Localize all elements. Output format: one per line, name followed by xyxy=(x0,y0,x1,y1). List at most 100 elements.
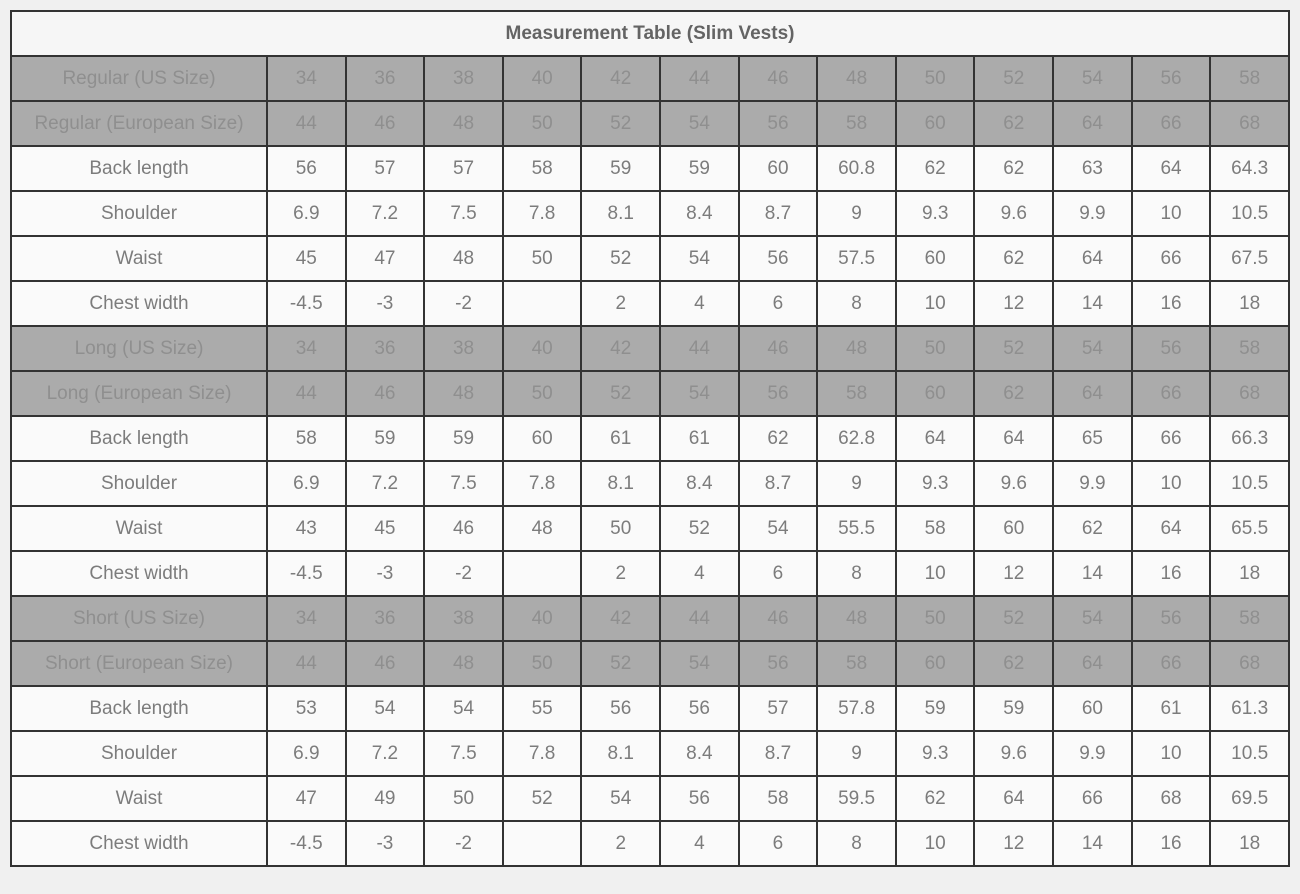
size-header-row: Long (European Size) 44 46 48 50 52 54 56 58 60 62… xyxy=(10,370,1290,417)
value-cell: 6.9 xyxy=(266,460,347,507)
size-cell: 40 xyxy=(501,595,583,642)
measurement-row: Chest width -4.5 -3 -2 2 4 6 8 10 12 14 16 18 xyxy=(10,550,1290,597)
row-label: Chest width xyxy=(10,280,268,327)
value-cell: 6 xyxy=(737,280,819,327)
size-cell: 56 xyxy=(1130,325,1212,372)
size-cell: 58 xyxy=(816,640,897,687)
value-cell: 10.5 xyxy=(1209,730,1290,777)
value-cell: 64 xyxy=(973,775,1055,822)
value-cell: 9.6 xyxy=(973,460,1055,507)
size-cell: 48 xyxy=(816,325,897,372)
value-cell: 52 xyxy=(501,775,583,822)
row-label: Waist xyxy=(10,505,268,552)
row-label: Chest width xyxy=(10,550,268,597)
value-cell: 16 xyxy=(1130,280,1212,327)
size-cell: 38 xyxy=(423,55,504,102)
size-cell: 38 xyxy=(423,325,504,372)
size-cell: 54 xyxy=(1052,325,1133,372)
value-cell: 66.3 xyxy=(1209,415,1290,462)
measurement-table: Measurement Table (Slim Vests) Regular (… xyxy=(10,10,1290,867)
value-cell: 7.2 xyxy=(344,190,426,237)
value-cell xyxy=(501,280,583,327)
value-cell: 64.3 xyxy=(1209,145,1290,192)
value-cell: 59 xyxy=(973,685,1055,732)
value-cell: 60 xyxy=(1052,685,1133,732)
value-cell: 54 xyxy=(659,235,740,282)
row-label: Shoulder xyxy=(10,190,268,237)
size-cell: 52 xyxy=(973,595,1055,642)
row-label: Short (US Size) xyxy=(10,595,268,642)
value-cell: 16 xyxy=(1130,820,1212,867)
value-cell: 9.3 xyxy=(894,730,976,777)
value-cell: 61.3 xyxy=(1209,685,1290,732)
value-cell: 58 xyxy=(894,505,976,552)
size-cell: 36 xyxy=(344,325,426,372)
row-label: Back length xyxy=(10,685,268,732)
value-cell: 64 xyxy=(1052,235,1133,282)
value-cell: -3 xyxy=(344,820,426,867)
size-cell: 58 xyxy=(816,370,897,417)
value-cell: 10 xyxy=(894,280,976,327)
size-header-row: Long (US Size) 34 36 38 40 42 44 46 48 50 52 54 56 58 xyxy=(10,325,1290,372)
row-label: Long (US Size) xyxy=(10,325,268,372)
row-label: Back length xyxy=(10,145,268,192)
value-cell: 62.8 xyxy=(816,415,897,462)
value-cell: 9.6 xyxy=(973,190,1055,237)
size-cell: 54 xyxy=(1052,55,1133,102)
value-cell: 57 xyxy=(737,685,819,732)
value-cell: 8.4 xyxy=(659,460,740,507)
measurement-row: Chest width -4.5 -3 -2 2 4 6 8 10 12 14 16 18 xyxy=(10,820,1290,867)
value-cell: 12 xyxy=(973,820,1055,867)
row-label: Short (European Size) xyxy=(10,640,268,687)
measurement-row: Shoulder 6.9 7.2 7.5 7.8 8.1 8.4 8.7 9 9.3 9.6 9.9 1… xyxy=(10,460,1290,507)
value-cell: -2 xyxy=(423,550,504,597)
value-cell: 10 xyxy=(894,550,976,597)
value-cell: 60 xyxy=(973,505,1055,552)
value-cell: 66 xyxy=(1052,775,1133,822)
size-cell: 62 xyxy=(973,370,1055,417)
value-cell: 56 xyxy=(266,145,347,192)
size-cell: 44 xyxy=(659,595,740,642)
value-cell xyxy=(501,550,583,597)
row-label: Waist xyxy=(10,775,268,822)
measurement-row: Shoulder 6.9 7.2 7.5 7.8 8.1 8.4 8.7 9 9.3 9.6 9.9 1… xyxy=(10,190,1290,237)
size-cell: 50 xyxy=(894,595,976,642)
value-cell: 60 xyxy=(894,235,976,282)
size-cell: 52 xyxy=(973,55,1055,102)
value-cell: 9 xyxy=(816,190,897,237)
size-cell: 50 xyxy=(501,640,583,687)
value-cell: 50 xyxy=(501,235,583,282)
value-cell: 55 xyxy=(501,685,583,732)
value-cell: 46 xyxy=(423,505,504,552)
size-cell: 56 xyxy=(737,640,819,687)
value-cell: 69.5 xyxy=(1209,775,1290,822)
value-cell: 10 xyxy=(1130,730,1212,777)
value-cell: 50 xyxy=(580,505,662,552)
size-cell: 58 xyxy=(1209,595,1290,642)
value-cell: 7.8 xyxy=(501,190,583,237)
value-cell: 43 xyxy=(266,505,347,552)
value-cell: 2 xyxy=(580,280,662,327)
value-cell: 65.5 xyxy=(1209,505,1290,552)
value-cell: 60 xyxy=(501,415,583,462)
value-cell: 10.5 xyxy=(1209,460,1290,507)
value-cell: 6.9 xyxy=(266,190,347,237)
value-cell: 10 xyxy=(1130,190,1212,237)
value-cell: 54 xyxy=(737,505,819,552)
measurement-row: Waist 43 45 46 48 50 52 54 55.5 58 60 62 64 65.5 xyxy=(10,505,1290,552)
size-cell: 60 xyxy=(894,370,976,417)
size-cell: 34 xyxy=(266,325,347,372)
value-cell: 64 xyxy=(973,415,1055,462)
value-cell: 7.2 xyxy=(344,460,426,507)
value-cell: 8.1 xyxy=(580,460,662,507)
value-cell: 8.4 xyxy=(659,730,740,777)
measurement-row: Back length 58 59 59 60 61 61 62 62.8 64 64 65 66 66.… xyxy=(10,415,1290,462)
size-cell: 48 xyxy=(423,640,504,687)
size-cell: 40 xyxy=(501,325,583,372)
size-cell: 48 xyxy=(816,595,897,642)
value-cell: 58 xyxy=(501,145,583,192)
value-cell: 48 xyxy=(423,235,504,282)
size-cell: 58 xyxy=(1209,325,1290,372)
value-cell: -2 xyxy=(423,280,504,327)
size-cell: 54 xyxy=(1052,595,1133,642)
